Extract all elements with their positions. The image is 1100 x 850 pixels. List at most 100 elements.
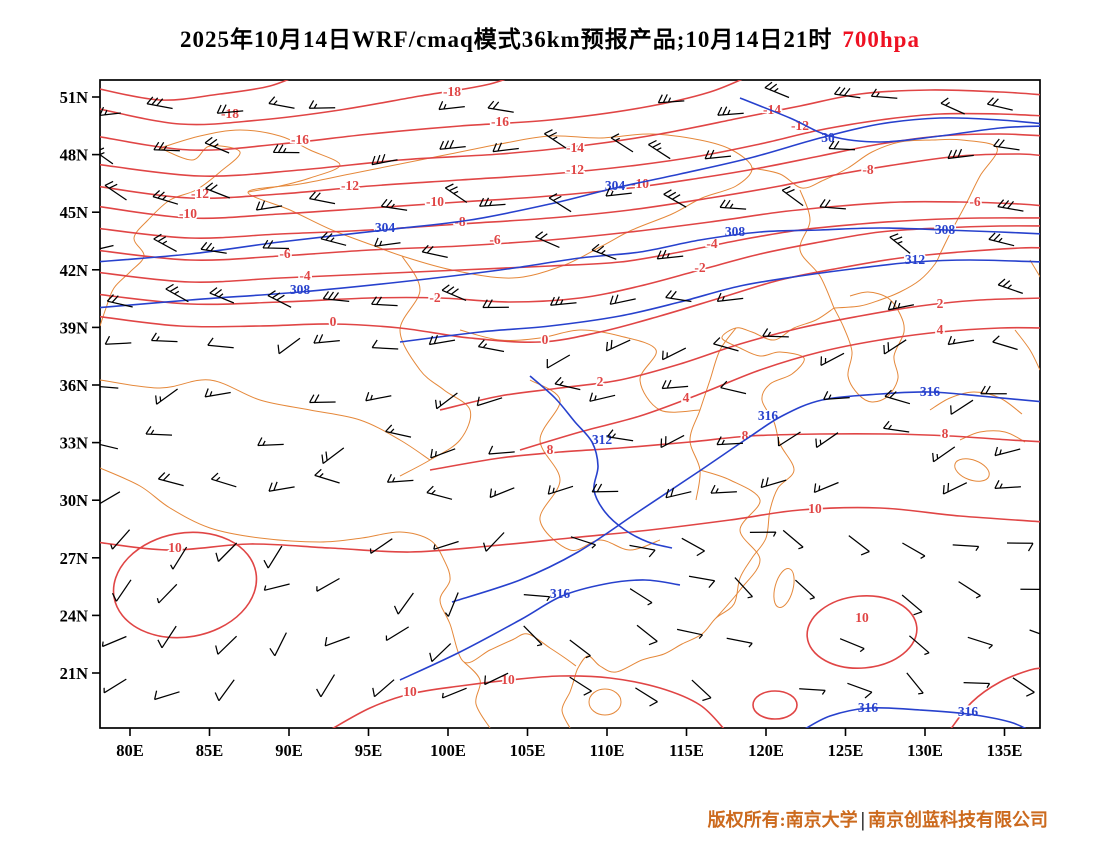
temperature-contour-label: -14	[763, 102, 781, 117]
map-frame	[99, 79, 1041, 729]
lat-axis-label: 30N	[60, 491, 89, 510]
temperature-contour-label: -14	[566, 140, 584, 155]
wind-barb	[523, 593, 551, 602]
temperature-contour-label: -2	[429, 290, 440, 305]
temperature-contour-line	[519, 326, 1040, 451]
temperature-contour-label: 8	[942, 426, 949, 441]
wind-barb	[421, 244, 448, 259]
wind-barb	[309, 191, 336, 205]
height-contour-line	[529, 375, 673, 549]
wind-barb	[819, 199, 846, 210]
wind-barb	[883, 339, 907, 355]
wind-barb	[813, 481, 839, 493]
wind-barb	[268, 96, 295, 109]
wind-barb	[548, 193, 572, 213]
wind-barb	[820, 352, 845, 366]
wind-barb	[371, 153, 398, 166]
boundary-line	[1014, 329, 1040, 371]
wind-barb	[661, 347, 687, 361]
wind-barb	[103, 678, 127, 694]
lon-axis-label: 100E	[430, 741, 466, 760]
height-contour-label: 304	[375, 220, 396, 235]
wind-barb	[484, 672, 509, 686]
wind-barb	[385, 424, 412, 438]
wind-barb	[155, 388, 178, 405]
wind-barb	[569, 676, 592, 696]
height-contour-label: 316	[958, 704, 979, 719]
wind-barb	[550, 296, 577, 306]
temperature-contour-label: 4	[683, 390, 690, 405]
temperature-contour-label: 10	[403, 684, 417, 699]
boundary-line	[959, 430, 1026, 443]
temperature-contour-line	[100, 80, 290, 101]
wind-barb	[720, 380, 747, 395]
wind-barb	[932, 446, 956, 463]
wind-barb	[441, 284, 467, 301]
height-contour-line	[399, 579, 681, 681]
wind-barb	[153, 233, 177, 252]
wind-barb	[146, 96, 173, 110]
wind-barb	[994, 446, 1021, 457]
height-contour-line	[805, 706, 1027, 728]
lat-axis-label: 24N	[60, 606, 89, 625]
temperature-contour-label: -18	[221, 106, 239, 121]
height-contour-line	[100, 117, 1040, 263]
temperature-contour-label: 10	[855, 610, 869, 625]
wind-barb	[523, 625, 543, 647]
wind-barb	[782, 529, 804, 550]
wind-barb	[365, 391, 392, 402]
wind-barb	[441, 687, 467, 699]
temperature-contour-label: 0	[330, 314, 337, 329]
temperature-contour-label: 10	[168, 540, 182, 555]
wind-barb	[215, 542, 238, 562]
wind-barb	[316, 577, 340, 592]
wind-barb	[834, 86, 861, 99]
height-contour-label: 316	[550, 586, 571, 601]
temperature-contour-label: -6	[489, 232, 500, 247]
wind-barb	[823, 391, 850, 401]
lon-axis-label: 115E	[669, 741, 704, 760]
map-title: 2025年10月14日WRF/cmaq模式36km预报产品;10月14日21时 7…	[0, 20, 1100, 54]
wind-barb	[547, 485, 574, 495]
wind-barb	[313, 334, 340, 344]
wind-barb	[591, 243, 617, 260]
wind-barb	[606, 429, 634, 442]
temperature-contour-label: -10	[631, 176, 649, 191]
lat-axis-label: 42N	[60, 261, 89, 280]
wind-barb	[884, 389, 911, 405]
boundary-line	[100, 467, 577, 667]
wind-barb	[488, 445, 515, 455]
wind-barb	[209, 287, 235, 304]
wind-barb	[157, 472, 184, 487]
wind-barb	[255, 200, 283, 211]
wind-barb	[967, 636, 993, 649]
wind-barb	[100, 382, 119, 389]
wind-barb	[374, 237, 401, 247]
lat-axis-label: 27N	[60, 549, 89, 568]
wind-barb	[713, 337, 739, 352]
lat-axis-label: 36N	[60, 376, 89, 395]
copyright: 版权所有:南京大学 | 南京创蓝科技有限公司	[708, 806, 1048, 832]
wind-barb	[781, 186, 804, 207]
wind-barb	[609, 294, 636, 305]
wind-barb	[963, 681, 991, 689]
temperature-contour-line	[100, 80, 506, 126]
wind-barb	[734, 577, 753, 599]
wind-barb	[847, 682, 873, 699]
wind-barb	[153, 690, 180, 701]
wind-barb	[660, 434, 685, 449]
wind-barb	[216, 104, 244, 114]
wind-barb	[111, 579, 132, 602]
wind-barb	[145, 426, 173, 436]
wind-barb	[371, 339, 399, 350]
wind-barb	[760, 477, 787, 489]
temperature-contour-loop	[806, 595, 918, 669]
temperature-contour-label: -18	[443, 84, 461, 99]
lon-axis-label: 95E	[355, 741, 383, 760]
lat-axis-label: 51N	[60, 88, 89, 107]
wind-barb	[570, 536, 597, 549]
temperature-contour-label: 2	[597, 374, 604, 389]
wind-barb	[629, 544, 656, 558]
wind-barb	[262, 239, 290, 250]
